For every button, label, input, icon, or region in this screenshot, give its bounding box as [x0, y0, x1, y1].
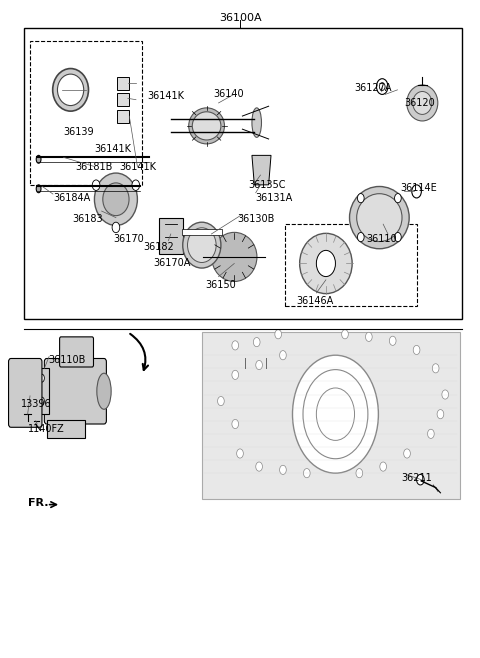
Circle shape [442, 390, 448, 399]
Circle shape [342, 330, 348, 339]
Circle shape [356, 468, 363, 478]
Circle shape [413, 345, 420, 355]
Text: 36211: 36211 [401, 472, 432, 483]
Text: 36183: 36183 [72, 214, 103, 224]
Circle shape [292, 355, 378, 473]
Text: 36140: 36140 [214, 89, 244, 99]
Circle shape [404, 449, 410, 458]
Ellipse shape [103, 183, 129, 216]
Circle shape [428, 429, 434, 438]
Bar [35, 368, 49, 414]
Ellipse shape [53, 68, 88, 111]
Ellipse shape [95, 173, 137, 226]
Circle shape [132, 180, 140, 190]
Circle shape [237, 449, 243, 458]
Polygon shape [202, 332, 459, 499]
Ellipse shape [252, 108, 262, 138]
Text: 36141K: 36141K [120, 161, 157, 172]
Circle shape [412, 185, 421, 198]
Ellipse shape [413, 91, 432, 114]
FancyBboxPatch shape [9, 359, 42, 427]
Text: 36110B: 36110B [48, 355, 85, 365]
Circle shape [232, 341, 239, 350]
Ellipse shape [97, 373, 111, 409]
Circle shape [112, 222, 120, 233]
Ellipse shape [36, 185, 41, 193]
Text: 36170A: 36170A [153, 259, 191, 268]
Circle shape [303, 370, 368, 459]
Bar [117, 93, 129, 106]
Ellipse shape [189, 108, 225, 144]
Text: 36114E: 36114E [400, 183, 437, 193]
Ellipse shape [407, 85, 438, 121]
Circle shape [280, 351, 286, 360]
Ellipse shape [192, 112, 221, 140]
Circle shape [217, 397, 224, 406]
Text: 36110: 36110 [366, 234, 397, 243]
Ellipse shape [39, 374, 44, 382]
Text: 36100A: 36100A [219, 13, 261, 23]
Bar [285, 224, 417, 306]
FancyBboxPatch shape [60, 337, 94, 367]
Circle shape [395, 193, 401, 203]
Ellipse shape [349, 186, 409, 249]
Bar [24, 28, 462, 319]
Text: FR.: FR. [28, 497, 48, 507]
Circle shape [379, 83, 385, 91]
Circle shape [232, 419, 239, 428]
Text: 36120: 36120 [405, 98, 435, 108]
Bar [117, 109, 129, 122]
Text: 36182: 36182 [144, 242, 174, 252]
Circle shape [303, 468, 310, 478]
FancyBboxPatch shape [44, 359, 107, 424]
Circle shape [280, 465, 286, 474]
Circle shape [256, 361, 263, 370]
Polygon shape [182, 229, 222, 236]
Circle shape [432, 364, 439, 373]
Circle shape [316, 251, 336, 276]
Circle shape [417, 474, 424, 485]
Ellipse shape [183, 222, 221, 268]
Circle shape [376, 79, 388, 95]
Ellipse shape [58, 74, 84, 105]
Text: 13396: 13396 [22, 399, 52, 409]
Circle shape [358, 232, 364, 241]
Circle shape [232, 370, 239, 380]
Text: 36127A: 36127A [355, 83, 392, 93]
Text: 36130B: 36130B [238, 214, 275, 224]
Circle shape [275, 330, 281, 339]
Text: 36146A: 36146A [296, 296, 334, 306]
Circle shape [389, 336, 396, 345]
Circle shape [253, 338, 260, 347]
Text: 36131A: 36131A [256, 193, 293, 203]
Circle shape [380, 462, 386, 471]
Text: 36139: 36139 [63, 128, 94, 138]
Ellipse shape [300, 234, 352, 293]
Text: 1140FZ: 1140FZ [28, 424, 64, 434]
Ellipse shape [357, 193, 402, 241]
Ellipse shape [212, 232, 257, 282]
Bar [159, 218, 183, 253]
Ellipse shape [36, 155, 41, 163]
Text: 36135C: 36135C [249, 180, 286, 190]
Ellipse shape [39, 397, 44, 405]
Text: 36184A: 36184A [53, 193, 90, 203]
Bar [30, 41, 142, 185]
Text: 36181B: 36181B [75, 161, 113, 172]
Circle shape [395, 232, 401, 241]
Text: 36141K: 36141K [95, 144, 132, 154]
Circle shape [92, 180, 100, 190]
Circle shape [256, 462, 263, 471]
Circle shape [365, 332, 372, 342]
Ellipse shape [188, 228, 216, 263]
Text: 36141K: 36141K [147, 91, 184, 101]
Circle shape [437, 409, 444, 418]
Bar [117, 77, 129, 90]
Polygon shape [252, 155, 271, 185]
Bar [47, 420, 85, 438]
Circle shape [358, 193, 364, 203]
Text: 36170: 36170 [114, 234, 144, 243]
Circle shape [316, 388, 355, 440]
Text: 36150: 36150 [205, 280, 236, 290]
